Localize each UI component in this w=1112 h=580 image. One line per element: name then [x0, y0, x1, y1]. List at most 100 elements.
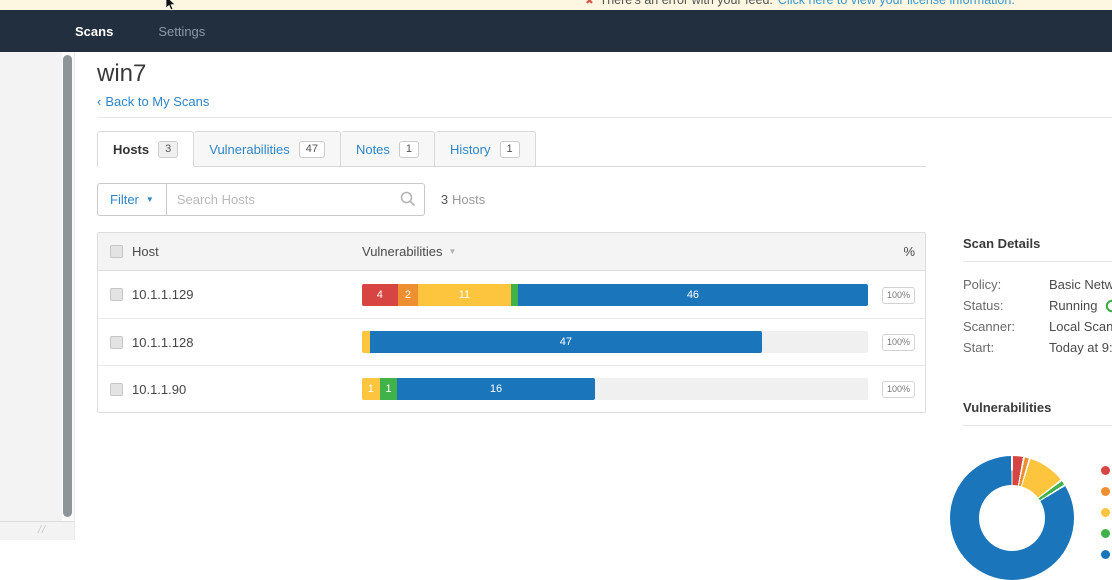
legend-item-info: Info [1101, 550, 1112, 559]
filter-button[interactable]: Filter ▼ [97, 183, 167, 216]
header-vulnerabilities[interactable]: Vulnerabilities ▼ [362, 244, 868, 259]
nav-item-settings[interactable]: Settings [158, 23, 206, 39]
scan-details-rows: Policy: Basic Netwo Status: Running Scanner:… [963, 274, 1112, 358]
result-label: Hosts [452, 192, 486, 207]
chevron-down-icon: ▼ [145, 195, 154, 204]
vulnerability-bar-cell: 47 [362, 331, 868, 353]
panel-divider [963, 261, 1112, 262]
header-vulnerabilities-label: Vulnerabilities [362, 244, 443, 259]
scan-details-title: Scan Details [963, 236, 1041, 251]
table-header-row: Host Vulnerabilities ▼ % [98, 233, 925, 271]
scan-details-panel: Scan Details Policy: Basic Netwo Status: Ru… [963, 236, 1112, 358]
row-checkbox-cell [98, 382, 132, 396]
scrollbar-thumb[interactable] [63, 55, 72, 517]
detail-value-text: Today at 9:2 [1049, 340, 1112, 355]
legend-dot-medium [1101, 508, 1110, 517]
search-input[interactable] [166, 183, 425, 216]
sidebar-collapse-icon[interactable]: // [38, 524, 47, 536]
legend-dot-critical [1101, 466, 1110, 475]
license-warning-banner: ✖ There's an error with your feed. Click h… [0, 0, 1112, 10]
vulnerabilities-panel: Vulnerabilities [963, 400, 1112, 438]
host-address: 10.1.1.90 [132, 381, 187, 397]
detail-row: Status: Running [963, 295, 1112, 316]
panel-divider [963, 425, 1112, 426]
sidebar-scrollbar[interactable] [62, 52, 74, 521]
sort-caret-icon: ▼ [448, 247, 457, 256]
table-row[interactable]: 10.1.1.90 1 1 16 100% [98, 365, 925, 412]
filter-button-label: Filter [110, 192, 139, 207]
header-divider [97, 117, 1112, 118]
main-content: win7 ‹ Back to My Scans Hosts 3 Vulnerabili… [74, 52, 1112, 580]
detail-row: Start: Today at 9:2 [963, 337, 1112, 358]
header-host[interactable]: Host [132, 244, 159, 259]
nav-items: Scans Settings [0, 10, 1112, 52]
tab-count-badge: 47 [298, 140, 325, 158]
row-checkbox-cell [98, 335, 132, 349]
host-address: 10.1.1.128 [132, 334, 194, 350]
vulnerability-bar: 47 [362, 331, 762, 353]
detail-value: Basic Netwo [1049, 274, 1112, 295]
severity-segment-medium: 1 [362, 378, 380, 400]
page-title: win7 [97, 60, 147, 87]
running-spinner-icon [1106, 299, 1112, 312]
detail-value: Today at 9:2 [1049, 337, 1112, 358]
select-all-checkbox[interactable] [110, 245, 123, 258]
severity-segment-info: 46 [517, 283, 868, 306]
detail-label: Scanner: [963, 319, 1016, 334]
severity-segment-low [510, 283, 518, 306]
severity-segment-info: 47 [370, 331, 762, 353]
top-navbar: Scans Settings [0, 10, 1112, 52]
progress-cell: 100% [868, 380, 925, 398]
detail-label: Policy: [963, 277, 1002, 292]
left-sidebar [0, 52, 62, 540]
detail-label: Start: [963, 340, 995, 355]
vulnerabilities-panel-title: Vulnerabilities [963, 400, 1052, 415]
progress-cell: 100% [868, 333, 925, 351]
sidebar-footer: // [0, 521, 74, 540]
detail-value-text: Basic Netwo [1049, 277, 1112, 292]
legend-dot-low [1101, 529, 1110, 538]
severity-segment-low: 1 [379, 378, 398, 400]
severity-segment-high: 2 [397, 283, 419, 306]
vulnerability-bar-track: 4 2 11 46 [362, 283, 868, 306]
tab-label: Vulnerabilities [209, 141, 290, 157]
search-icon [400, 191, 415, 207]
progress-badge: 100% [881, 334, 915, 351]
legend-item-high: High [1101, 487, 1112, 496]
vulnerability-bar: 1 1 16 [362, 378, 595, 400]
back-chevron-icon: ‹ [97, 94, 102, 109]
nav-item-scans[interactable]: Scans [75, 23, 114, 39]
detail-row: Policy: Basic Netwo [963, 274, 1112, 295]
tab-label: Hosts [113, 142, 150, 157]
table-row[interactable]: 10.1.1.129 4 2 11 46 100% [98, 271, 925, 318]
tab-bar: Hosts 3 Vulnerabilities 47 Notes 1 History 1 [97, 131, 926, 167]
header-percent: % [903, 244, 915, 259]
tab-history[interactable]: History 1 [435, 131, 536, 166]
vulnerability-bar-cell: 4 2 11 46 [362, 283, 868, 306]
back-to-scans-link[interactable]: ‹ Back to My Scans [97, 94, 209, 109]
tab-label: History [450, 141, 491, 157]
vulnerability-bar: 4 2 11 46 [362, 283, 868, 306]
progress-badge: 100% [881, 286, 915, 304]
table-body: 10.1.1.129 4 2 11 46 100% 10.1.1.128 47 100% 10.1… [98, 271, 925, 412]
donut-legend: Critical High Medium Low Info [1101, 466, 1112, 571]
tab-notes[interactable]: Notes 1 [340, 131, 436, 166]
row-checkbox-cell [98, 288, 132, 301]
license-info-link[interactable]: Click here to view your license informat… [777, 0, 1015, 7]
back-link-label: Back to My Scans [105, 94, 210, 109]
vulnerabilities-donut-chart [950, 456, 1074, 580]
legend-item-medium: Medium [1101, 508, 1112, 517]
header-checkbox-cell [98, 245, 132, 258]
tab-vulnerabilities[interactable]: Vulnerabilities 47 [194, 131, 341, 166]
host-address: 10.1.1.129 [132, 287, 194, 302]
row-checkbox[interactable] [110, 288, 123, 301]
tab-count-badge: 3 [158, 141, 179, 158]
severity-segment-medium [362, 331, 371, 353]
vulnerability-bar-track: 1 1 16 [362, 378, 868, 400]
tab-hosts[interactable]: Hosts 3 [97, 131, 195, 167]
row-checkbox[interactable] [110, 382, 123, 396]
result-summary: 3 Hosts [441, 192, 485, 207]
table-row[interactable]: 10.1.1.128 47 100% [98, 318, 925, 365]
row-checkbox[interactable] [110, 335, 123, 349]
